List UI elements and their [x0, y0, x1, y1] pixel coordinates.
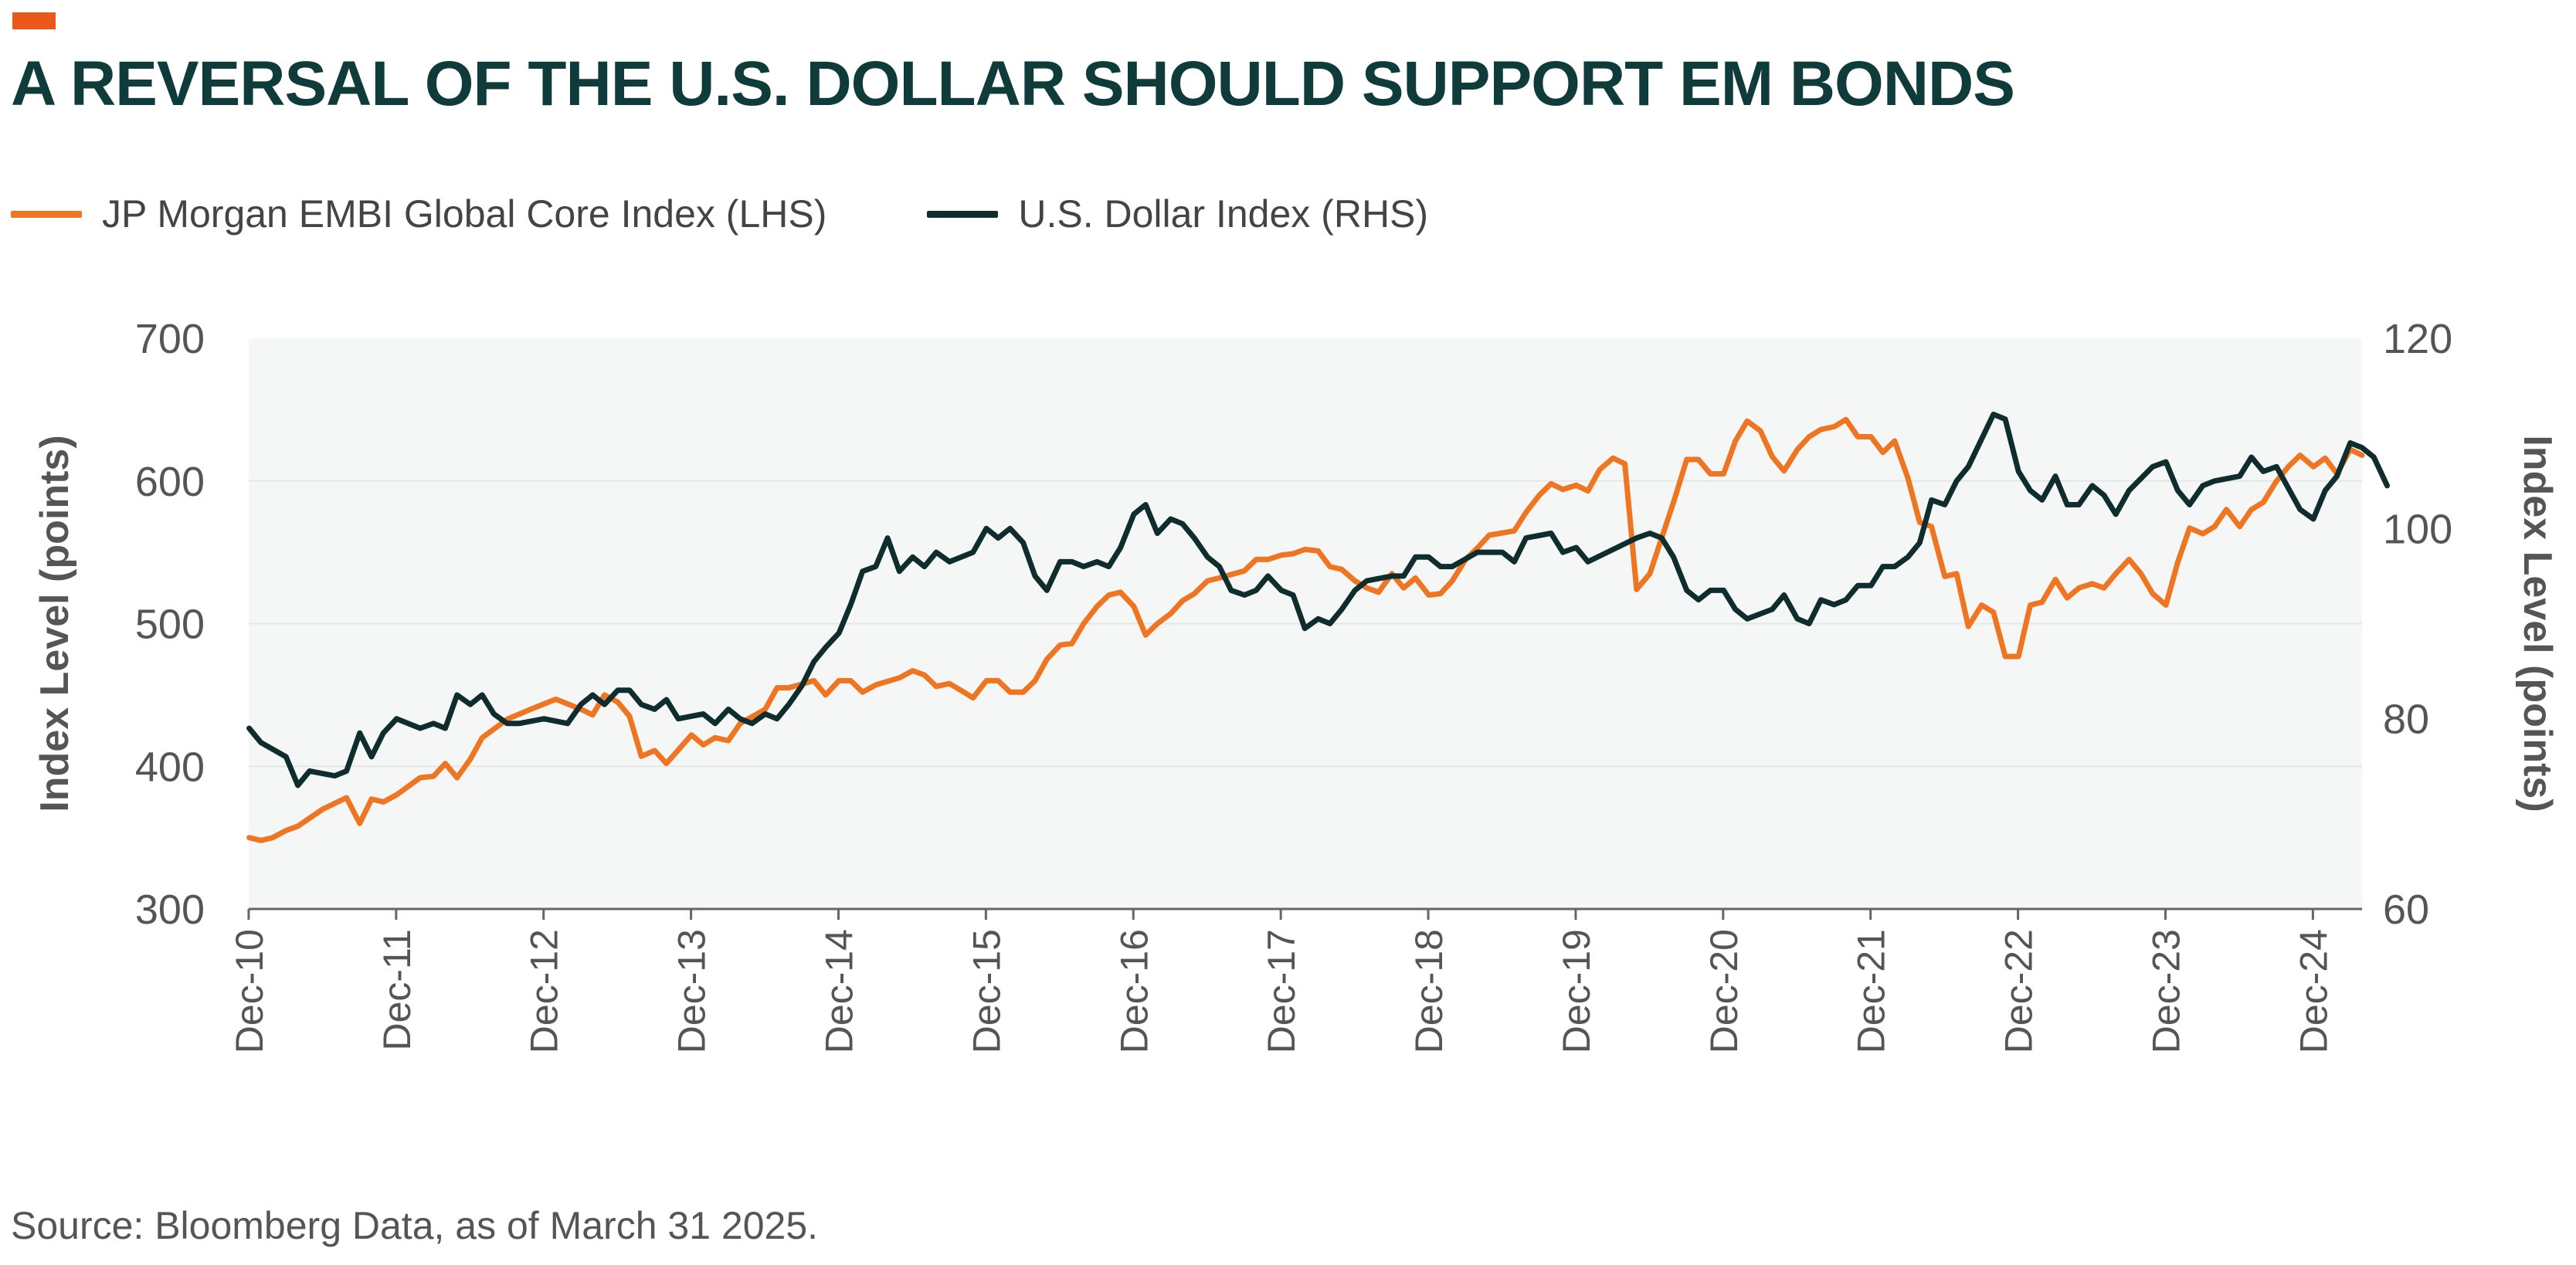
- x-tick-label: Dec-12: [523, 929, 566, 1053]
- x-tick-label: Dec-10: [228, 929, 271, 1053]
- series-line-embi: [246, 416, 2365, 843]
- legend-swatch-dxy: [927, 210, 999, 218]
- legend-label-dxy: U.S. Dollar Index (RHS): [1018, 192, 1429, 236]
- series-line-dxy: [246, 412, 2390, 789]
- x-tick-label: Dec-15: [965, 929, 1008, 1053]
- x-tick-label: Dec-22: [1997, 929, 2041, 1053]
- y-right-tick-label: 100: [2383, 506, 2452, 552]
- legend-item-embi: JP Morgan EMBI Global Core Index (LHS): [11, 192, 826, 236]
- y-left-tick-label: 400: [135, 744, 205, 790]
- x-tick-label: Dec-19: [1555, 929, 1598, 1053]
- y-left-tick-label: 300: [135, 887, 205, 933]
- y-right-tick-label: 60: [2383, 887, 2429, 933]
- x-tick-label: Dec-21: [1850, 929, 1893, 1053]
- x-tick-label: Dec-13: [670, 929, 714, 1053]
- legend-swatch-embi: [11, 210, 82, 218]
- x-tick-label: Dec-17: [1260, 929, 1303, 1053]
- title-accent-bar: [12, 12, 56, 29]
- y-right-axis-title: Index Level (points): [2515, 435, 2560, 812]
- legend-label-embi: JP Morgan EMBI Global Core Index (LHS): [102, 192, 827, 236]
- y-left-tick-label: 600: [135, 459, 205, 505]
- x-tick-label: Dec-24: [2292, 929, 2335, 1053]
- y-right-tick-label: 80: [2383, 697, 2429, 743]
- x-tick-label: Dec-23: [2144, 929, 2187, 1053]
- source-note: Source: Bloomberg Data, as of March 31 2…: [11, 1204, 819, 1247]
- chart-title: A REVERSAL OF THE U.S. DOLLAR SHOULD SUP…: [11, 49, 2015, 119]
- y-right-tick-label: 120: [2383, 316, 2452, 362]
- y-left-tick-label: 700: [135, 316, 205, 362]
- legend-item-dxy: U.S. Dollar Index (RHS): [927, 192, 1428, 236]
- y-left-tick-label: 500: [135, 602, 205, 648]
- x-tick-label: Dec-16: [1112, 929, 1156, 1053]
- x-tick-label: Dec-20: [1702, 929, 1746, 1053]
- x-tick-label: Dec-11: [375, 929, 419, 1050]
- legend: JP Morgan EMBI Global Core Index (LHS) U…: [11, 187, 1529, 241]
- x-tick-label: Dec-18: [1407, 929, 1451, 1053]
- x-tick-label: Dec-14: [817, 929, 860, 1053]
- y-left-axis-title: Index Level (points): [32, 435, 77, 812]
